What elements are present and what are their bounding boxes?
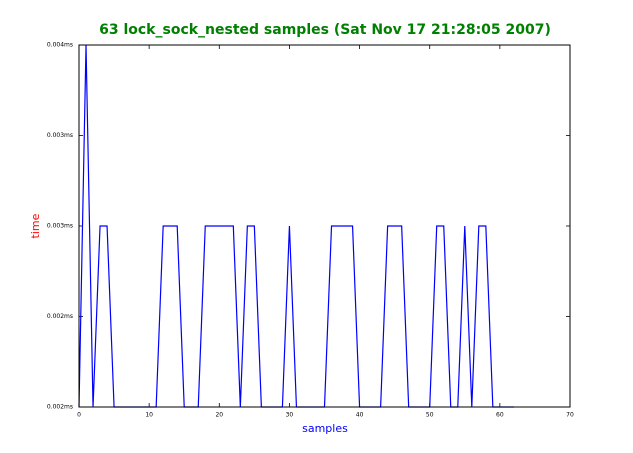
x-tick-label: 50 <box>426 412 434 419</box>
x-tick-label: 70 <box>566 412 574 419</box>
x-tick-label: 20 <box>215 412 223 419</box>
x-tick-label: 40 <box>356 412 364 419</box>
y-tick-label: 0.002ms <box>47 313 73 320</box>
plot-frame <box>78 44 571 408</box>
x-tick-label: 30 <box>286 412 294 419</box>
x-tick-label: 10 <box>145 412 153 419</box>
y-tick-label: 0.004ms <box>47 42 73 49</box>
chart-title: 63 lock_sock_nested samples (Sat Nov 17 … <box>99 22 551 38</box>
x-tick-label: 60 <box>496 412 504 419</box>
x-axis-label: samples <box>302 422 348 435</box>
y-axis-label: time <box>29 213 42 238</box>
x-tick-label: 0 <box>77 412 81 419</box>
y-tick-label: 0.003ms <box>47 223 73 230</box>
y-tick-label: 0.003ms <box>47 132 73 139</box>
y-tick-label: 0.002ms <box>47 404 73 411</box>
